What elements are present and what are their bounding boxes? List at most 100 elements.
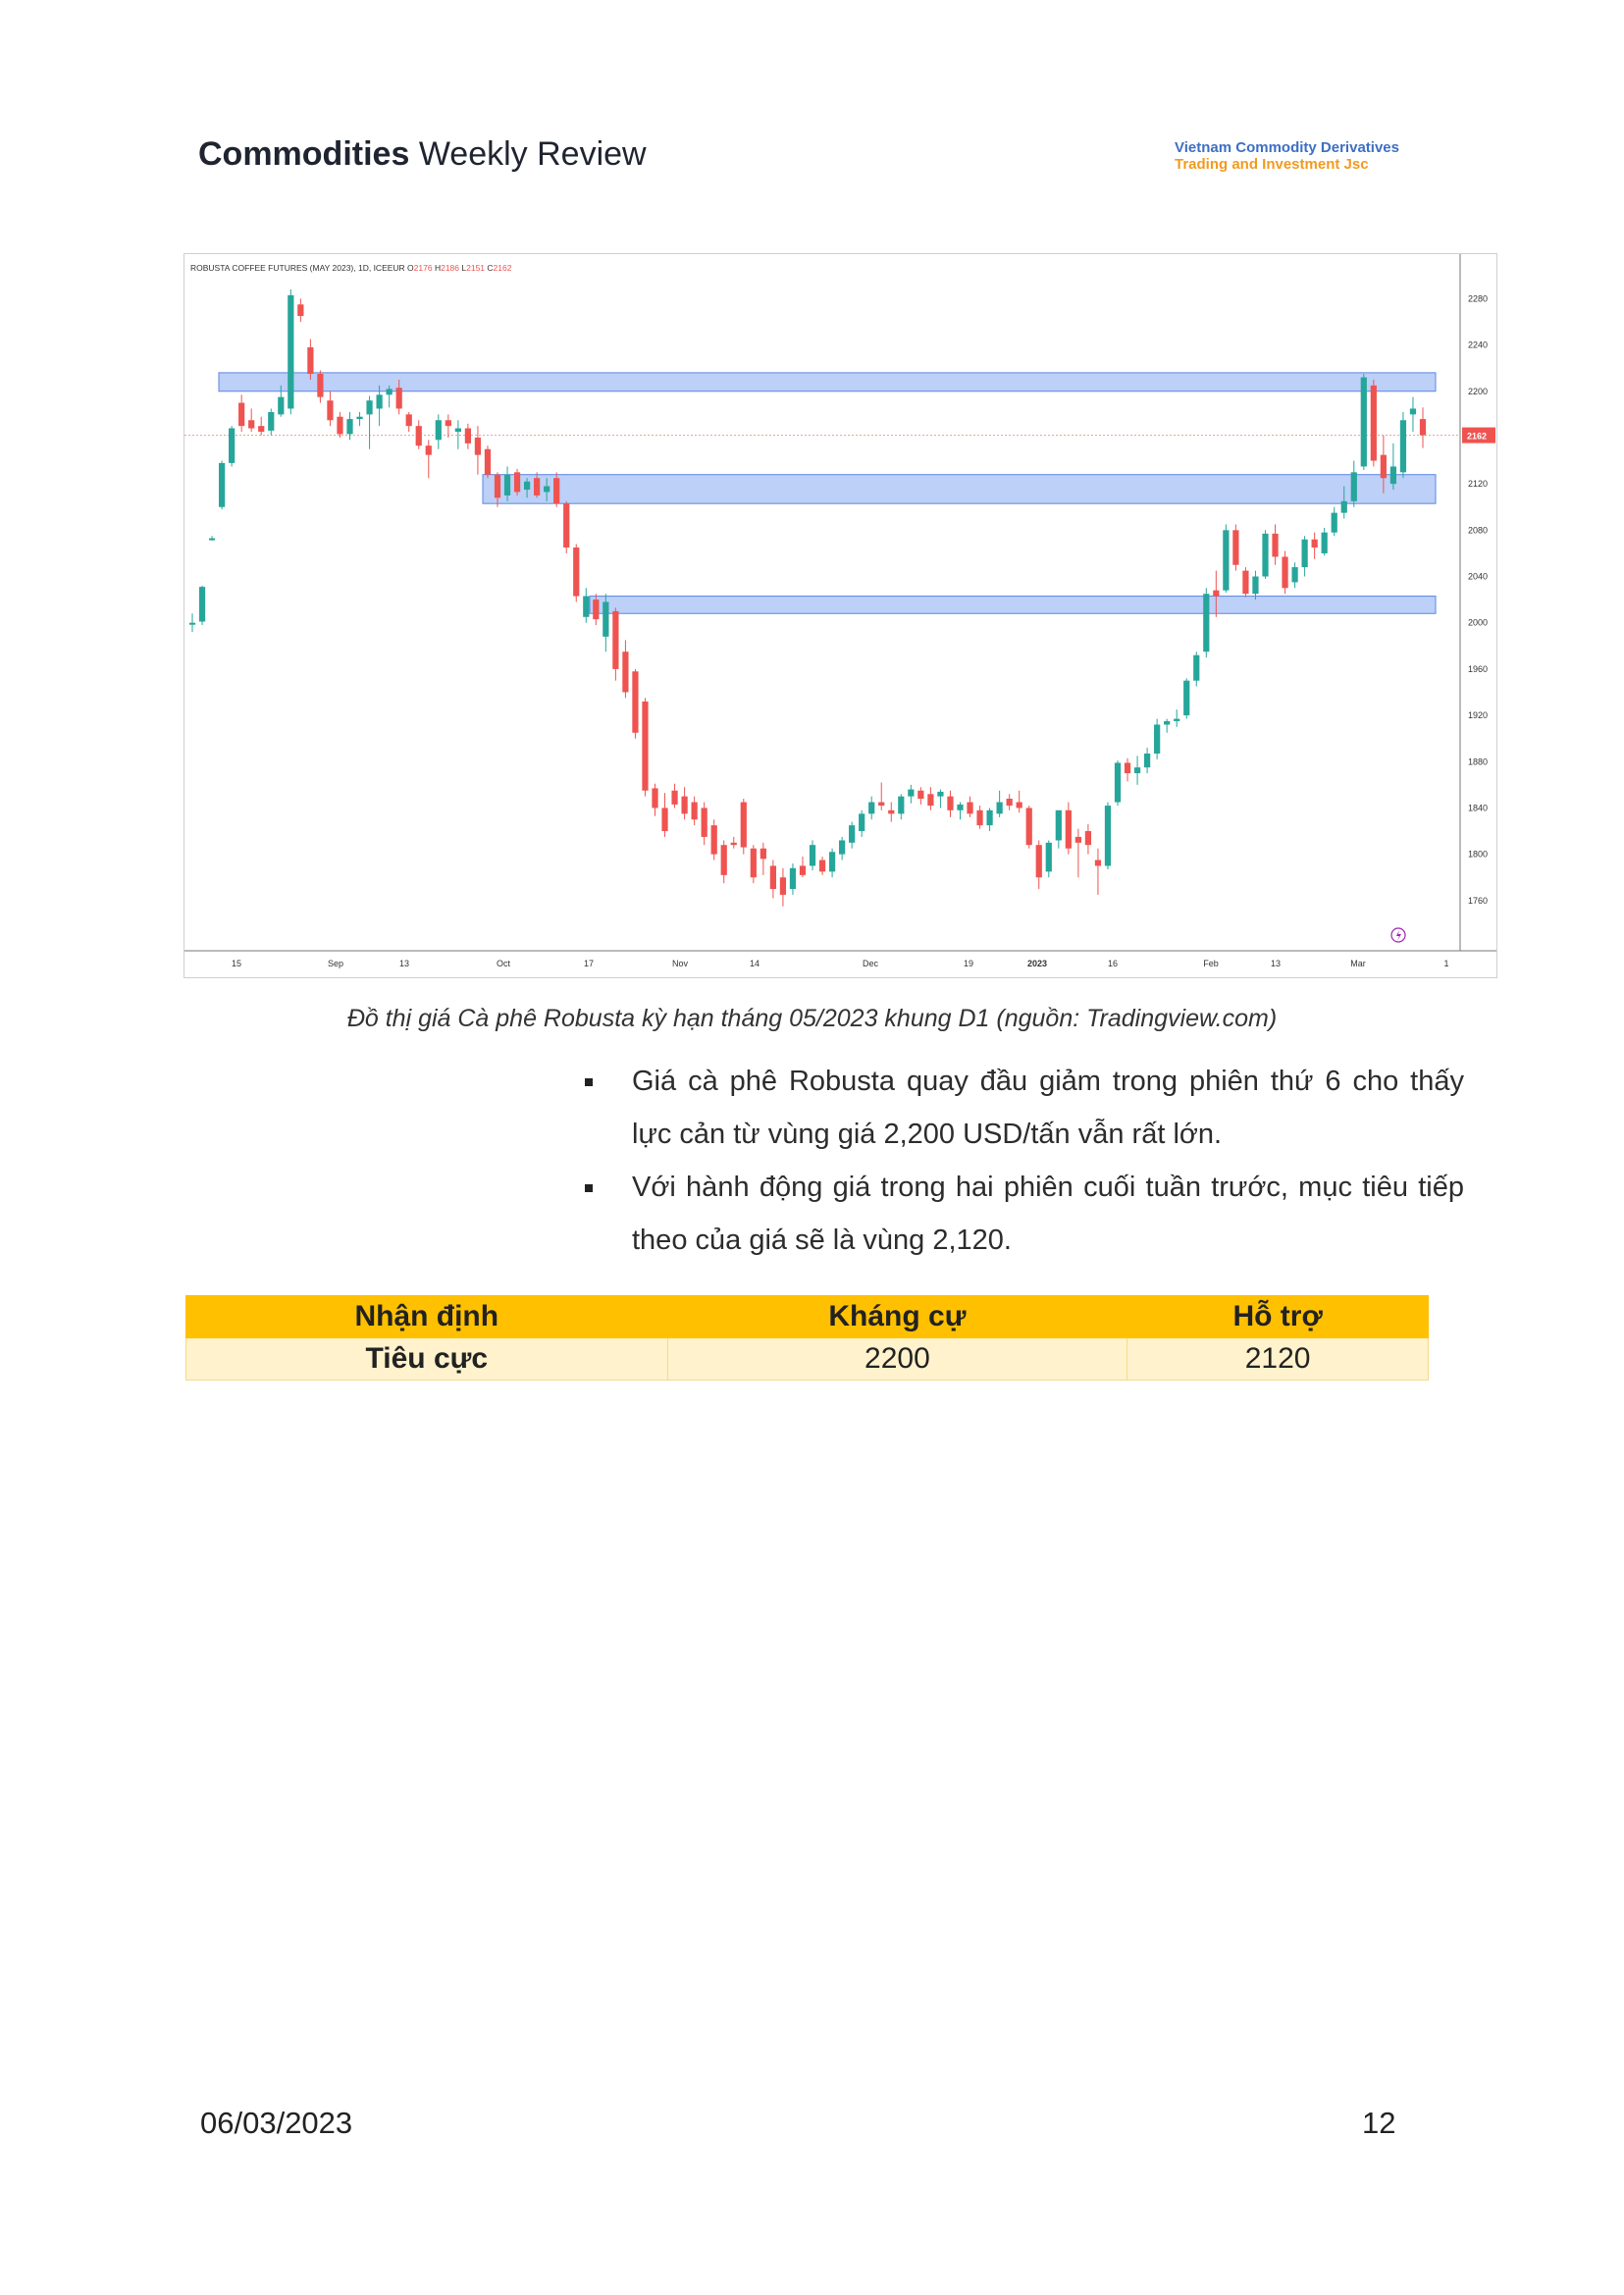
candle-body: [681, 796, 688, 814]
candle-body: [464, 428, 472, 443]
candle-body: [1409, 408, 1417, 415]
candle-body: [927, 794, 934, 807]
candle-body: [701, 808, 707, 837]
candle-body: [229, 428, 236, 463]
header-resistance: Kháng cự: [666, 1295, 1128, 1338]
last-price-label: 2162: [1467, 432, 1487, 442]
candle-body: [218, 462, 226, 507]
summary-table: Nhận định Kháng cự Hỗ trợ Tiêu cực 2200 …: [185, 1295, 1429, 1381]
candle-body: [307, 346, 314, 375]
x-tick-label: 19: [964, 959, 973, 968]
candle-body: [740, 802, 747, 848]
x-tick-label: Oct: [497, 959, 511, 968]
y-tick-label: 1800: [1468, 850, 1488, 860]
candle-body: [1065, 809, 1072, 849]
candle-body: [405, 414, 412, 427]
candle-body: [957, 804, 964, 810]
report-title-bold: Commodities: [198, 135, 410, 173]
x-tick-label: 2023: [1027, 959, 1047, 968]
candle-body: [602, 601, 609, 637]
candle-body: [976, 809, 983, 826]
candle-body: [1291, 567, 1298, 583]
candle-body: [898, 796, 905, 814]
candle-body: [720, 845, 727, 875]
candle-body: [494, 474, 501, 498]
candle-body: [425, 445, 432, 455]
bullet-item-1: Giá cà phê Robusta quay đầu giảm trong p…: [585, 1055, 1464, 1161]
candle-body: [1025, 808, 1032, 846]
candle-body: [395, 388, 402, 409]
candle-body: [769, 865, 776, 890]
candle-body: [1104, 806, 1112, 866]
company-logo-text: Vietnam Commodity Derivatives Trading an…: [1175, 139, 1399, 173]
candle-body: [484, 448, 492, 475]
candle-body: [317, 374, 324, 397]
candle-body: [435, 420, 442, 441]
candle-body: [544, 486, 550, 493]
candle-body: [878, 802, 885, 807]
candle-body: [986, 809, 993, 826]
cell-support: 2120: [1126, 1337, 1429, 1381]
candle-body: [1074, 836, 1081, 843]
candle-body: [818, 860, 826, 872]
candle-body: [248, 420, 255, 429]
candle-body: [208, 538, 216, 541]
candle-body: [622, 652, 629, 693]
bullet-text-2: Với hành động giá trong hai phiên cuối t…: [632, 1172, 1464, 1256]
candle-body: [553, 478, 560, 504]
candle-body: [366, 400, 373, 415]
candle-body: [917, 790, 924, 800]
bullet-text-1: Giá cà phê Robusta quay đầu giảm trong p…: [632, 1066, 1464, 1150]
candle-body: [1370, 385, 1377, 461]
candle-body: [760, 848, 766, 860]
candlestick-chart-svg: 2280 2240 2200 2120 2080 2040 2000 1960 1920 1880…: [184, 254, 1496, 968]
y-tick-label: 2080: [1468, 525, 1488, 535]
candle-body: [278, 396, 285, 415]
candle-body: [1350, 472, 1357, 501]
candle-body: [868, 802, 875, 814]
price-chart: 2280 2240 2200 2120 2080 2040 2000 1960 1920 1880…: [183, 253, 1497, 978]
y-tick-label: 2000: [1468, 618, 1488, 628]
candle-body: [1360, 377, 1367, 467]
candle-body: [563, 503, 570, 548]
page-number: 12: [1362, 2106, 1396, 2140]
candle-body: [1035, 845, 1042, 878]
candle-body: [1045, 842, 1052, 872]
candle-body: [1006, 799, 1013, 807]
y-tick-label: 1840: [1468, 803, 1488, 812]
candle-body: [1016, 802, 1022, 808]
brand-line-1: Vietnam Commodity Derivatives: [1175, 139, 1399, 156]
report-title-rest: Weekly Review: [418, 135, 647, 173]
candle-body: [454, 428, 461, 433]
report-title: Commodities Weekly Review: [198, 135, 647, 174]
candle-body: [1094, 860, 1102, 866]
x-tick-label: Sep: [328, 959, 343, 968]
brand-line-2: Trading and Investment Jsc: [1175, 156, 1369, 173]
candle-body: [1301, 539, 1308, 568]
chart-title: ROBUSTA COFFEE FUTURES (MAY 2023), 1D, I…: [190, 263, 512, 273]
y-tick-label: 1880: [1468, 756, 1488, 766]
candle-body: [445, 420, 451, 427]
candle-body: [386, 389, 393, 395]
cell-resistance: 2200: [666, 1337, 1128, 1381]
candle-body: [297, 304, 304, 317]
candle-body: [258, 426, 265, 433]
candle-body: [799, 865, 807, 875]
header-outlook: Nhận định: [185, 1295, 668, 1338]
candle-body: [1321, 532, 1328, 553]
y-tick-label: 2280: [1468, 293, 1488, 303]
candle-body: [779, 877, 787, 895]
candle-body: [652, 788, 658, 808]
candle-body: [671, 790, 678, 805]
x-tick-label: Feb: [1203, 959, 1219, 968]
candle-body: [1419, 419, 1427, 436]
candle-body: [839, 840, 846, 855]
candle-body: [1242, 570, 1249, 595]
candle-body: [691, 802, 698, 820]
candle-body: [474, 437, 482, 455]
header-support: Hỗ trợ: [1126, 1295, 1429, 1338]
candle-body: [268, 411, 275, 431]
candle-body: [661, 808, 668, 832]
y-tick-label: 2120: [1468, 479, 1488, 489]
candle-body: [1282, 556, 1288, 589]
